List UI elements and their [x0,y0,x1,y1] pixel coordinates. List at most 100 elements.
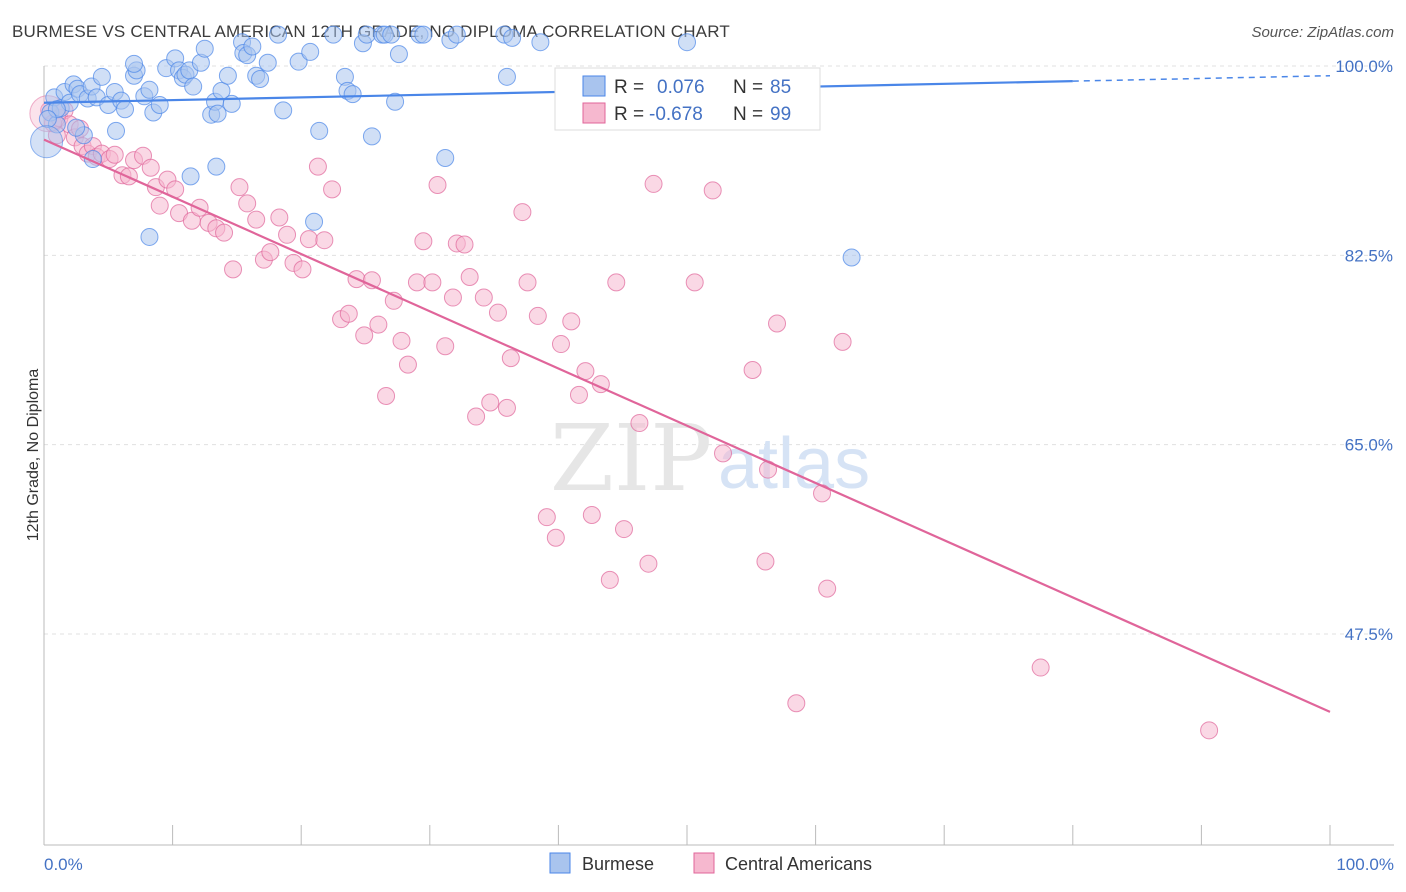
data-point [447,25,466,44]
legend-n-label-central: N = [733,104,768,125]
data-point [768,314,787,333]
data-point [308,157,327,176]
data-point [208,104,227,123]
data-point [369,315,388,334]
data-point [184,77,203,96]
x-tick-label-min: 0.0% [44,855,83,874]
x-tick-label-max: 100.0% [1336,855,1394,874]
data-point [833,332,852,351]
data-point [125,54,144,73]
data-point [315,231,334,250]
data-point [842,248,861,267]
data-point [362,127,381,146]
data-point [92,67,111,86]
data-point [423,273,442,292]
data-point [150,95,169,114]
data-point [323,180,342,199]
legend: R = 0.076 N = 85 R = -0.678 N = 99 [554,67,821,131]
data-point [377,386,396,405]
legend-swatch-burmese [582,75,606,97]
data-point [269,25,288,44]
data-point [467,407,486,426]
data-point [116,100,135,119]
data-point [428,176,447,195]
data-point [531,33,550,52]
bottom-legend-swatch-central [693,852,715,874]
gridlines [44,65,1394,635]
data-point [243,37,262,56]
data-point [787,694,806,713]
data-point [551,335,570,354]
data-point [607,273,626,292]
data-point [436,148,455,167]
data-point [274,101,293,120]
data-point [238,194,257,213]
data-point [195,39,214,58]
data-point [38,110,57,129]
data-point [546,528,565,547]
data-point [414,232,433,251]
data-point [644,174,663,193]
data-point [305,212,324,231]
data-point [258,53,277,72]
data-point [382,25,401,44]
data-point [460,267,479,286]
bottom-legend-label-central: Central Americans [725,854,872,874]
data-point [140,227,159,246]
data-point [230,178,249,197]
data-point [537,508,556,527]
legend-n-value-central: 99 [770,104,791,125]
bottom-legend-swatch-burmese [549,852,571,874]
data-point [714,444,733,463]
legend-n-label-burmese: N = [733,77,768,98]
data-point [685,273,704,292]
data-point [481,393,500,412]
data-point [614,520,633,539]
legend-r-label-central: R = [614,104,649,125]
data-point [67,118,86,137]
data-point [392,331,411,350]
data-point [513,203,532,222]
data-point [518,273,537,292]
data-point [501,349,520,368]
data-point [278,225,297,244]
data-point [639,554,658,573]
data-point [743,361,762,380]
y-tick-label: 47.5% [1345,625,1393,644]
data-point [386,92,405,111]
data-point [251,69,270,88]
data-point [474,288,493,307]
data-point [299,230,318,249]
legend-r-label-burmese: R = [614,77,649,98]
y-tick-label: 82.5% [1345,246,1393,265]
legend-swatch-central [582,102,606,124]
data-point [703,181,722,200]
data-point [488,303,507,322]
legend-r-value-burmese: 0.076 [657,77,705,98]
data-point [339,304,358,323]
data-point [1200,721,1219,740]
data-point [756,552,775,571]
data-point [1031,658,1050,677]
data-point [357,25,376,44]
data-point [582,506,601,525]
data-point [455,235,474,254]
y-axis-tick-labels: 100.0% 82.5% 65.0% 47.5% [1335,57,1393,644]
y-tick-label: 100.0% [1335,57,1393,76]
data-point [270,208,289,227]
data-point [497,398,516,417]
y-tick-label: 65.0% [1345,436,1393,455]
data-point [105,145,124,164]
data-point [503,28,522,47]
data-point [181,167,200,186]
burmese-points [30,25,861,267]
data-point [497,67,516,86]
chart-source: Source: ZipAtlas.com [1251,24,1394,41]
data-point [107,121,126,140]
data-point [310,121,329,140]
watermark-atlas: atlas [718,424,870,504]
data-point [407,273,426,292]
data-point [261,243,280,262]
data-point [293,260,312,279]
